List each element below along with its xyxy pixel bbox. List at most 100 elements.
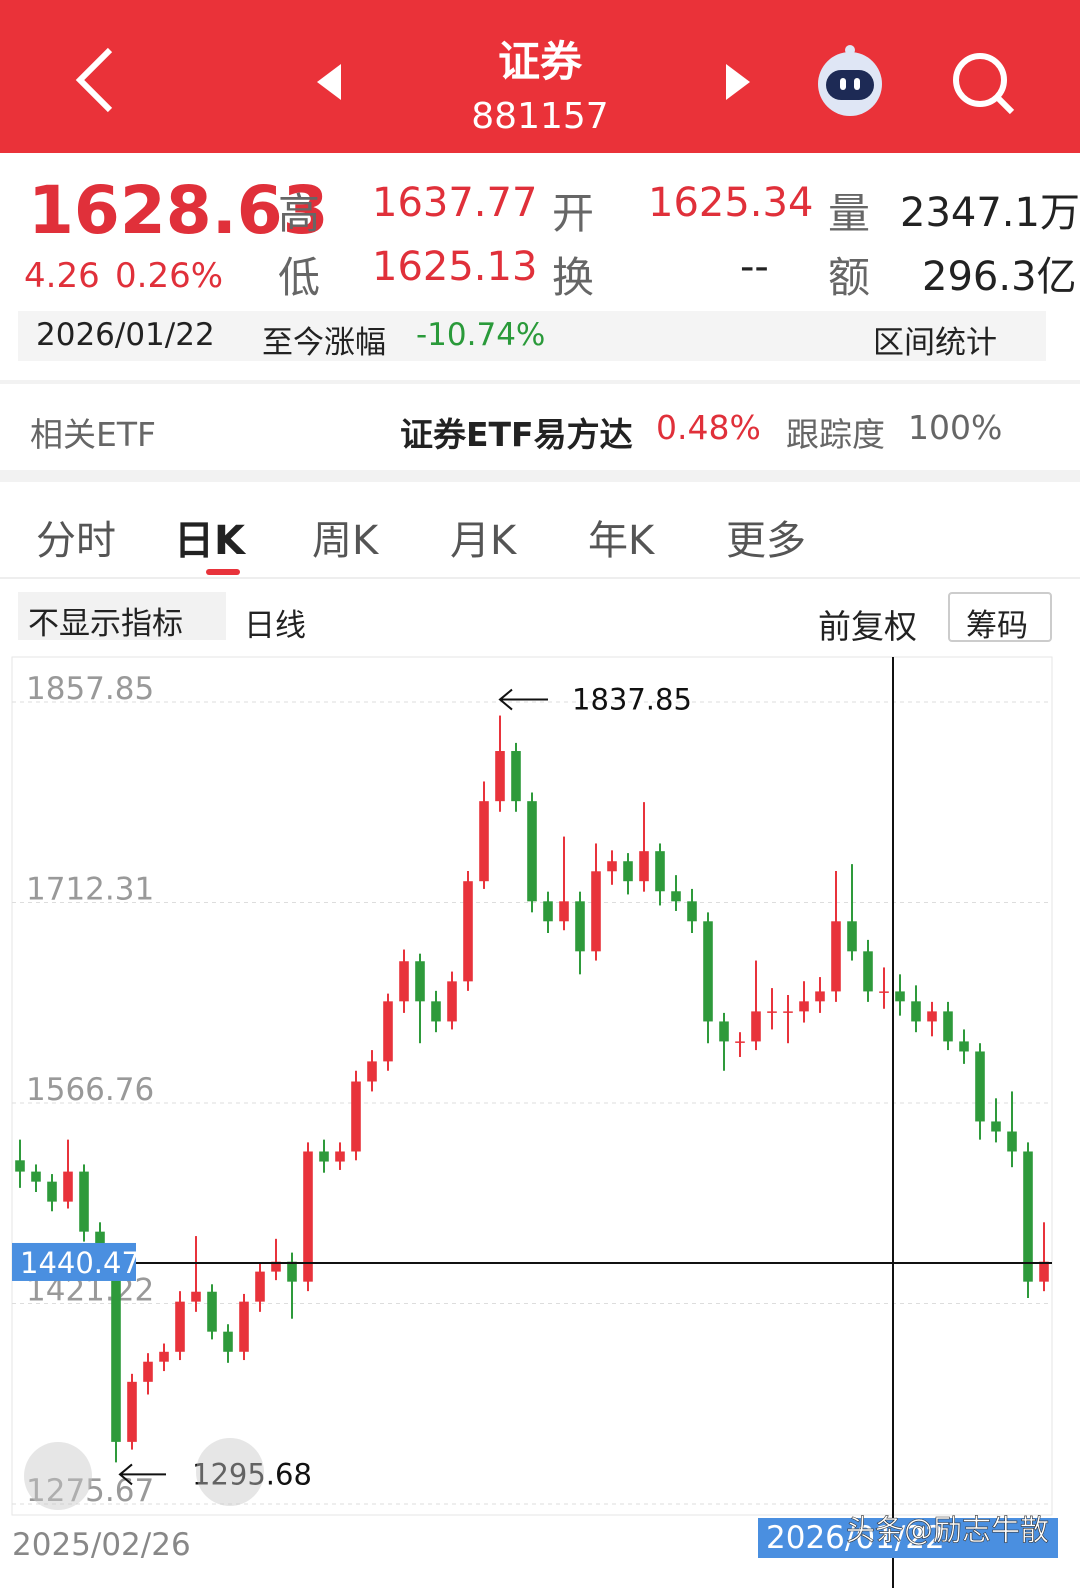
label: 额 — [828, 253, 871, 302]
value: 296.3亿 — [922, 254, 1077, 300]
value: -10.74% — [416, 317, 546, 353]
date: 2026/01/22 — [36, 317, 215, 353]
divider — [0, 470, 1080, 482]
candle-body — [31, 1171, 41, 1182]
candle-body — [271, 1261, 281, 1272]
etf-name[interactable]: 证券ETF易方达 — [400, 415, 633, 454]
candle-body — [927, 1011, 937, 1022]
candle-body — [527, 801, 537, 902]
candle-body — [815, 991, 825, 1002]
tab[interactable]: 年K — [588, 518, 655, 564]
candle-body — [143, 1361, 153, 1382]
label: 筹码 — [966, 608, 1028, 644]
candle-body — [959, 1041, 969, 1052]
indicator-select[interactable]: 不显示指标 — [18, 592, 226, 642]
candle-body — [15, 1160, 25, 1172]
plot-frame — [11, 656, 1053, 1516]
candle-body — [127, 1381, 137, 1442]
candle-body — [335, 1151, 345, 1162]
value: 1625.13 — [372, 244, 538, 290]
label: 换 — [552, 253, 595, 302]
candle-body — [623, 861, 633, 882]
adjust[interactable]: 前复权 — [818, 607, 917, 646]
candle-body — [895, 991, 905, 1002]
candle-body — [671, 891, 681, 902]
value: 1625.34 — [648, 180, 814, 226]
x-label: 2025/02/26 — [12, 1527, 191, 1563]
candle-body — [847, 921, 857, 952]
candle-body — [351, 1081, 361, 1152]
label: 低 — [278, 253, 321, 302]
candle-body — [591, 871, 601, 952]
candle-body — [303, 1151, 313, 1282]
track-value: 100% — [908, 408, 1003, 447]
candle-body — [639, 851, 649, 882]
back-button[interactable] — [70, 45, 120, 115]
candle-body — [735, 1041, 745, 1043]
next-button[interactable] — [722, 62, 752, 102]
range-bar[interactable]: 2026/01/22 至今涨幅 -10.74% 区间统计 — [18, 311, 1046, 361]
candle-body — [479, 801, 489, 882]
candle-body — [399, 961, 409, 1002]
candle-body — [719, 1021, 729, 1042]
expand-button[interactable] — [24, 1442, 92, 1510]
label: 不显示指标 — [28, 606, 183, 642]
candle-body — [911, 1001, 921, 1022]
divider — [0, 577, 1080, 579]
chips-button[interactable]: 筹码 — [948, 592, 1052, 644]
candle-body — [175, 1301, 185, 1352]
y-tick-label: 1275.67 — [26, 1473, 154, 1509]
candle-body — [239, 1301, 249, 1352]
candle-body — [287, 1261, 297, 1282]
candle-body — [47, 1181, 57, 1202]
candle-body — [159, 1351, 169, 1362]
candle-body — [975, 1051, 985, 1122]
candle-body — [111, 1251, 121, 1442]
change: 4.26 — [24, 256, 100, 296]
candle-body — [1007, 1131, 1017, 1152]
candle-body — [79, 1171, 89, 1232]
robot-icon[interactable] — [812, 42, 888, 118]
watermark: 头条@励志牛散 — [846, 1513, 1049, 1547]
label: 开 — [552, 189, 595, 238]
candle-body — [255, 1271, 265, 1302]
x-label-bg — [758, 1518, 1058, 1558]
code: 881157 — [471, 96, 609, 137]
crosshair-label: 1440.47 — [20, 1246, 140, 1280]
candle-body — [223, 1331, 233, 1352]
candle-body — [63, 1171, 73, 1202]
arrow — [498, 688, 548, 711]
value: 1637.77 — [372, 180, 538, 226]
high-marker: 1837.85 — [572, 683, 692, 717]
y-tick-label: 1566.76 — [26, 1072, 154, 1108]
value: -- — [740, 244, 769, 290]
candle-body — [751, 1011, 761, 1042]
candle-body — [607, 861, 617, 872]
tab[interactable]: 日K — [174, 518, 245, 564]
tab[interactable]: 更多 — [726, 518, 806, 564]
track-label: 跟踪度 — [786, 415, 885, 454]
link[interactable]: 区间统计 — [873, 325, 997, 361]
candle-body — [191, 1291, 201, 1302]
change-pct: 0.26% — [115, 256, 224, 296]
low-marker: 1295.68 — [192, 1457, 312, 1491]
label: 高 — [278, 189, 321, 238]
label: 至今涨幅 — [262, 325, 386, 361]
y-tick-label: 1857.85 — [26, 671, 154, 707]
candle-body — [863, 951, 873, 992]
candle-body — [655, 851, 665, 892]
search-button[interactable] — [950, 50, 1020, 120]
candle-body — [447, 981, 457, 1022]
candle-body — [207, 1291, 217, 1332]
prev-button[interactable] — [315, 62, 345, 102]
candle-body — [943, 1011, 953, 1042]
candle-body — [1023, 1151, 1033, 1282]
candle-body — [495, 751, 505, 802]
y-tick-label: 1712.31 — [26, 871, 154, 907]
tab[interactable]: 周K — [312, 518, 379, 564]
value: 2347.1万 — [900, 190, 1080, 236]
tab[interactable]: 月K — [450, 518, 517, 564]
fullscreen-button[interactable] — [196, 1438, 264, 1506]
tab[interactable]: 分时 — [36, 518, 116, 564]
